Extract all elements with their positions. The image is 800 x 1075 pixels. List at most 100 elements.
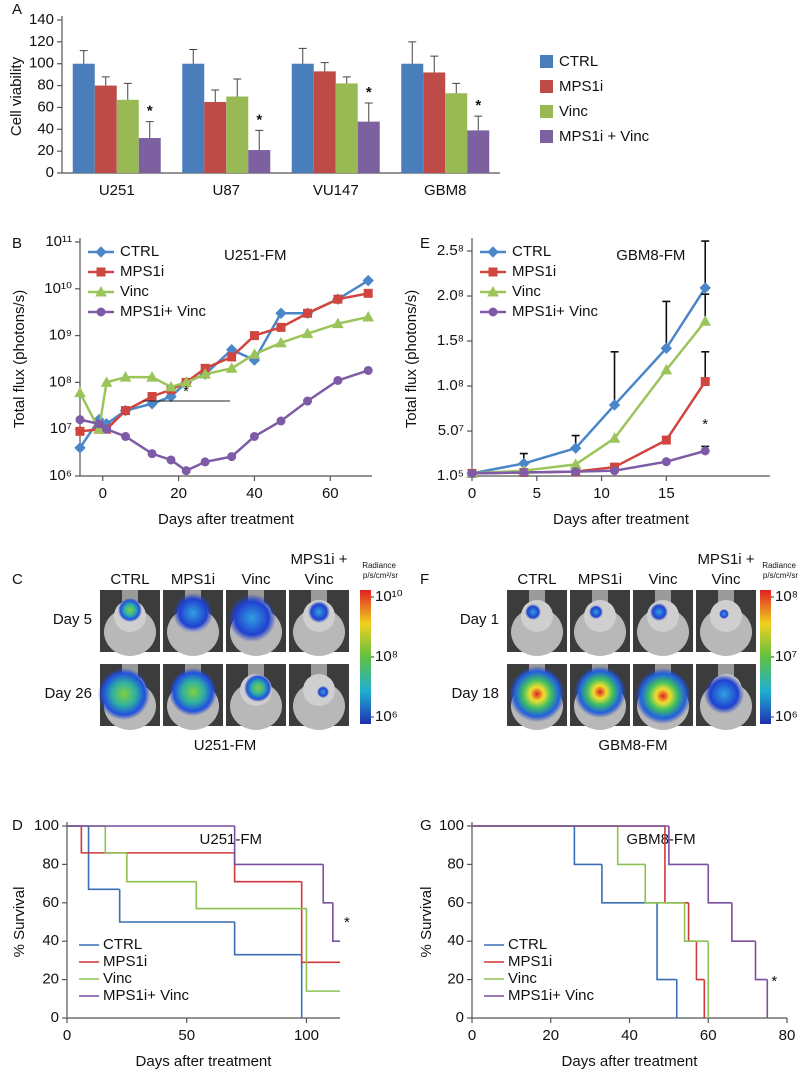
data-point <box>571 467 581 477</box>
legend-label: Vinc <box>103 970 132 987</box>
x-tick-label: 60 <box>700 1027 717 1044</box>
bioluminescence <box>317 686 329 698</box>
error-bar <box>123 82 132 100</box>
data-point <box>362 310 375 322</box>
row-label: Day 18 <box>451 685 499 702</box>
data-point <box>660 363 673 375</box>
survival-step <box>104 826 127 854</box>
data-point <box>699 282 711 294</box>
legend-label: MPS1i <box>120 263 164 280</box>
colorbar-tick-label: 10¹⁰ <box>375 588 403 605</box>
legend-marker <box>95 285 107 297</box>
survival-step <box>754 941 768 981</box>
bioluminescence <box>244 674 272 702</box>
x-tick-label: 20 <box>542 1027 559 1044</box>
data-point <box>333 375 343 385</box>
legend-marker <box>96 307 106 317</box>
legend-swatch <box>540 80 553 93</box>
legend-label: Vinc <box>559 103 588 120</box>
bar <box>94 85 117 173</box>
mouse-image-bg <box>311 664 327 678</box>
data-point <box>660 342 673 354</box>
annotation: * <box>771 973 777 990</box>
bar <box>357 121 380 173</box>
data-point <box>363 288 373 298</box>
x-axis-label: Days after treatment <box>136 1053 273 1070</box>
colorbar-title: Radiance <box>762 561 796 570</box>
bioluminescence <box>525 604 541 620</box>
data-point <box>75 415 85 425</box>
error-bar <box>233 78 242 97</box>
y-tick-label: 10⁹ <box>49 327 72 344</box>
y-tick-label: 10⁷ <box>50 420 72 437</box>
x-tick-label: U251 <box>99 182 135 199</box>
data-point <box>248 348 261 359</box>
error-bar <box>211 89 220 102</box>
bioluminescence <box>635 668 691 724</box>
legend-label: CTRL <box>559 53 598 70</box>
error-bar <box>342 76 351 84</box>
y-tick-label: 20 <box>42 971 59 988</box>
legend-label: MPS1i+ Vinc <box>508 987 595 1004</box>
y-axis-label: Total flux (photons/s) <box>11 290 28 428</box>
bar <box>248 150 271 173</box>
legend-label: MPS1i <box>512 263 556 280</box>
column-label: Vinc <box>649 571 678 588</box>
caption: U251-FM <box>194 737 257 754</box>
column-label: CTRL <box>517 571 556 588</box>
error-bar <box>145 121 154 139</box>
data-point <box>700 446 710 456</box>
annotation: * <box>183 383 189 400</box>
bar <box>467 130 490 173</box>
error-bar <box>474 115 483 131</box>
x-tick-label: 0 <box>99 485 107 502</box>
y-axis-label: % Survival <box>11 887 28 958</box>
legend-label: CTRL <box>512 243 551 260</box>
bar <box>72 63 95 173</box>
bar <box>313 71 336 173</box>
colorbar-tick-label: 10⁸ <box>375 648 398 665</box>
bioluminescence <box>650 603 668 621</box>
y-tick-label: 1.5⁸ <box>437 332 464 349</box>
data-point <box>275 336 287 348</box>
y-tick-label: 100 <box>439 817 464 834</box>
legend-label: CTRL <box>120 243 159 260</box>
data-point <box>608 432 621 443</box>
y-tick-label: 60 <box>42 894 59 911</box>
row-label: Day 26 <box>44 685 92 702</box>
panel-label: B <box>12 235 22 252</box>
column-label: Vinc <box>242 571 271 588</box>
chart-title: GBM8-FM <box>616 247 685 264</box>
legend-swatch <box>540 55 553 68</box>
y-axis-label: Cell viability <box>8 56 25 136</box>
data-point <box>661 435 671 445</box>
y-tick-label: 60 <box>37 98 54 115</box>
data-point <box>147 449 157 459</box>
x-tick-label: 0 <box>468 485 476 502</box>
error-bar <box>320 62 329 72</box>
data-point <box>119 371 132 382</box>
survival-step <box>668 826 709 866</box>
error-bar <box>364 102 373 122</box>
x-tick-label: 10 <box>593 485 610 502</box>
chart-title: U251-FM <box>200 831 263 848</box>
survival-step <box>233 852 302 883</box>
y-tick-label: 10¹⁰ <box>44 280 72 297</box>
panel-label: E <box>420 235 430 252</box>
significance: * <box>475 97 481 114</box>
data-point <box>661 457 671 467</box>
legend-label: Vinc <box>508 970 537 987</box>
error-bar <box>189 49 198 64</box>
row-label: Day 1 <box>460 611 499 628</box>
survival-step <box>656 902 677 981</box>
data-point <box>332 317 344 329</box>
colorbar-unit: p/s/cm²/sr <box>363 571 398 580</box>
bar <box>423 72 446 173</box>
colorbar-title: Radiance <box>362 561 396 570</box>
error-bar <box>701 240 710 288</box>
data-point <box>166 455 176 465</box>
significance: * <box>256 111 262 128</box>
y-tick-label: 140 <box>29 11 54 28</box>
legend-label: MPS1i+ Vinc <box>120 303 207 320</box>
y-axis-label: Total flux (photons/s) <box>403 290 420 428</box>
